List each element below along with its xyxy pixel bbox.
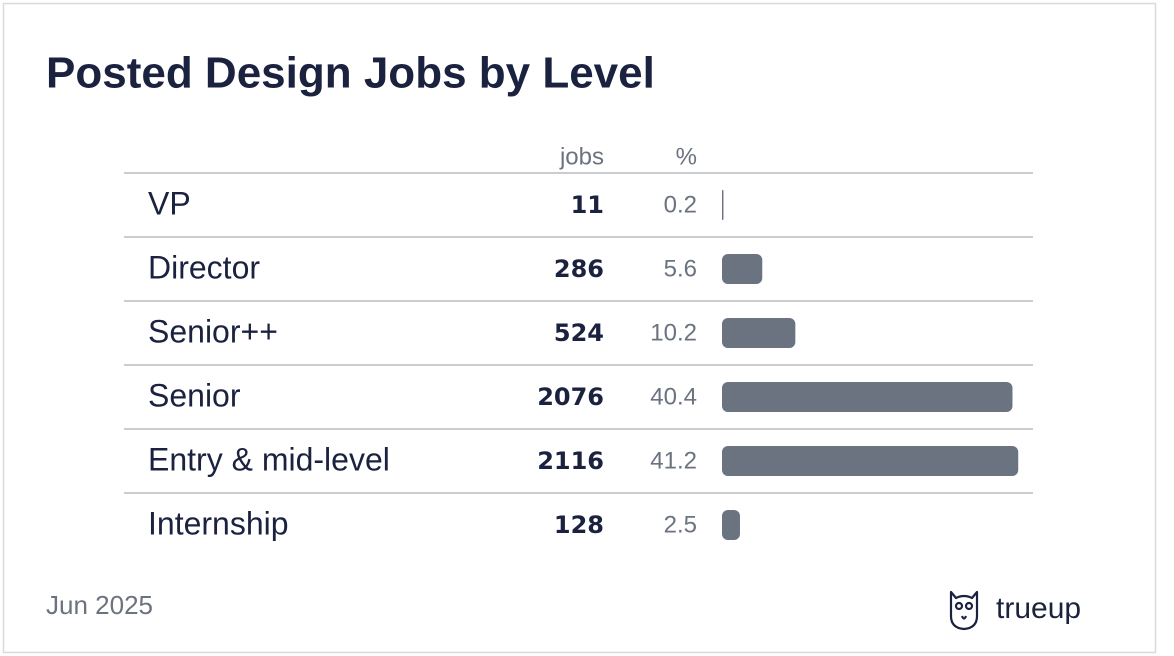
column-header: jobs [559,143,604,170]
row-label: Senior [148,377,241,413]
percent-label: 5.6 [664,255,697,282]
percent-label: 2.5 [664,511,697,538]
date: Jun 2025 [46,590,153,620]
brand: trueup [996,592,1081,625]
row-label: Entry & mid-level [148,441,390,477]
card [2,2,1157,654]
jobs-count: 286 [554,255,604,283]
jobs-count: 128 [554,511,604,539]
bar [722,382,1013,412]
row-label: Director [148,249,260,285]
jobs-count: 11 [571,191,604,219]
row-label: Internship [148,505,289,541]
percent-label: 10.2 [650,319,697,346]
jobs-count: 2116 [537,447,604,475]
bar [722,190,724,220]
percent-label: 40.4 [650,383,697,410]
row-label: Senior++ [148,313,278,349]
bar [722,510,740,540]
percent-label: 0.2 [664,191,697,218]
row-label: VP [148,185,191,221]
percent-label: 41.2 [650,447,697,474]
bar [722,318,796,348]
logo-icon [949,590,979,631]
jobs-count: 2076 [537,383,604,411]
chart-title: Posted Design Jobs by Level [46,49,655,98]
column-header: % [676,143,697,170]
bar [722,446,1019,476]
bar [722,254,763,284]
jobs-count: 524 [554,319,604,347]
